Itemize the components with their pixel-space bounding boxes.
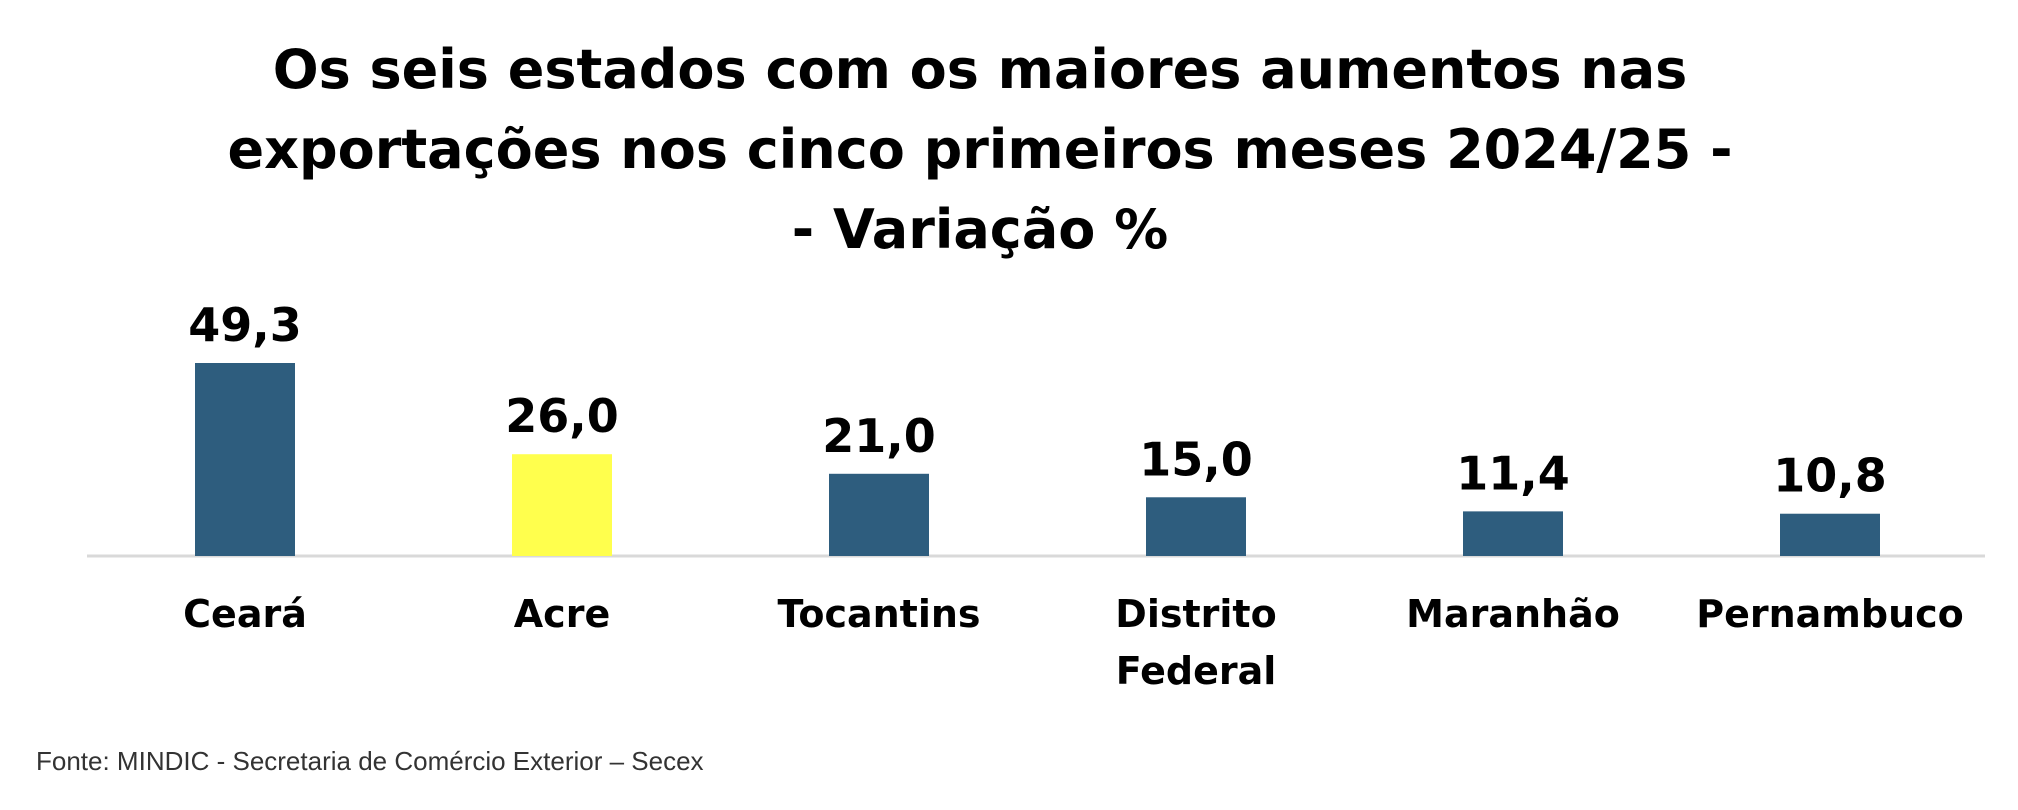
data-label: 49,3 — [188, 298, 302, 352]
source-note: Fonte: MINDIC - Secretaria de Comércio E… — [36, 746, 704, 776]
data-label: 10,8 — [1773, 449, 1887, 503]
bar — [512, 454, 612, 556]
category-label: Pernambuco — [1696, 592, 1964, 636]
category-label: Distrito — [1115, 592, 1276, 636]
bar — [829, 473, 929, 556]
data-label: 21,0 — [822, 409, 936, 463]
chart-title-line: exportações nos cinco primeiros meses 20… — [227, 118, 1733, 181]
category-label: Federal — [1116, 649, 1277, 693]
bar — [195, 363, 295, 556]
data-label: 26,0 — [505, 389, 619, 443]
chart-title-line: - Variação % — [791, 198, 1169, 261]
chart-title: Os seis estados com os maiores aumentos … — [200, 30, 1760, 270]
category-label: Tocantins — [777, 592, 980, 636]
chart-title-line: Os seis estados com os maiores aumentos … — [272, 38, 1688, 101]
category-label: Ceará — [183, 592, 307, 636]
category-label: Acre — [514, 592, 610, 636]
data-label: 11,4 — [1456, 446, 1570, 500]
category-label: Maranhão — [1406, 592, 1620, 636]
bar — [1463, 511, 1563, 556]
bar — [1146, 497, 1246, 556]
data-label: 15,0 — [1139, 432, 1253, 486]
bar — [1780, 513, 1880, 556]
